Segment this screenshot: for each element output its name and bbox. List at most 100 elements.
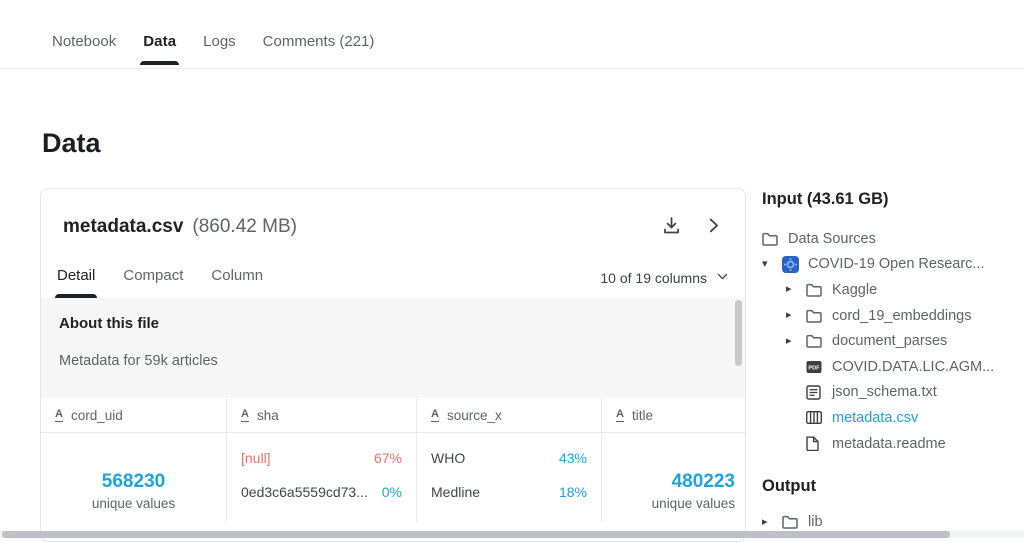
- tree-item-metadata-csv[interactable]: metadata.csv: [762, 405, 1024, 431]
- column-header-label: source_x: [446, 407, 502, 423]
- value-percent: 43%: [558, 450, 587, 466]
- value-frequency-row: WHO 43%: [431, 450, 587, 466]
- value-percent: 0%: [381, 484, 402, 500]
- chevron-down-icon: [716, 270, 729, 286]
- data-explorer-sidebar: Input (43.61 GB) Data Sources COVID-19 O…: [762, 190, 1024, 535]
- value-percent: 18%: [558, 484, 587, 500]
- value-frequency-row: [null] 67%: [241, 450, 402, 466]
- cell-sha-summary: [null] 67% 0ed3c6a5559cd73... 0%: [226, 433, 416, 522]
- top-nav-tabs: Notebook Data Logs Comments (221): [0, 0, 1024, 65]
- tree-item-cord-19-embeddings[interactable]: cord_19_embeddings: [762, 303, 1024, 329]
- unique-caption: unique values: [651, 496, 735, 511]
- about-this-file-section: About this file Metadata for 59k article…: [41, 298, 745, 398]
- tree-item-data-sources[interactable]: Data Sources: [762, 226, 1024, 252]
- column-header-label: cord_uid: [70, 407, 123, 423]
- string-type-icon: A: [616, 407, 624, 422]
- input-header: Input (43.61 GB): [762, 190, 889, 208]
- output-file-tree: lib: [762, 509, 1024, 535]
- tree-item-label: metadata.csv: [832, 409, 919, 426]
- tree-item-label: COVID-19 Open Researc...: [808, 256, 985, 273]
- horizontal-scrollbar-track: [0, 531, 1024, 538]
- tree-item-label: json_schema.txt: [832, 384, 937, 401]
- tree-item-label: metadata.readme: [832, 435, 946, 452]
- tree-item-label: Kaggle: [832, 281, 878, 298]
- value-name: Medline: [431, 484, 481, 500]
- text-file-icon: [806, 385, 825, 400]
- tree-item-covid-data-lic-agmt[interactable]: PDF COVID.DATA.LIC.AGM...: [762, 354, 1024, 380]
- file-icon: [806, 436, 825, 452]
- column-header-cord-uid[interactable]: A cord_uid: [41, 398, 226, 432]
- tab-comments[interactable]: Comments (221): [262, 33, 375, 50]
- tree-item-label: Data Sources: [788, 230, 876, 247]
- csv-table-icon: [806, 411, 825, 425]
- file-size: (860.42 MB): [192, 216, 297, 237]
- column-header-source-x[interactable]: A source_x: [416, 398, 601, 432]
- output-header: Output: [762, 477, 817, 496]
- vertical-scrollbar[interactable]: [735, 300, 742, 366]
- folder-icon: [762, 232, 781, 246]
- folder-icon: [806, 334, 825, 348]
- unique-count: 568230: [101, 471, 166, 492]
- input-file-tree: Data Sources COVID-19 Open Researc... Ka…: [762, 226, 1024, 456]
- tab-logs[interactable]: Logs: [203, 33, 236, 50]
- chevron-right-icon[interactable]: [786, 284, 806, 295]
- column-header-label: title: [631, 407, 653, 423]
- tree-item-kaggle[interactable]: Kaggle: [762, 277, 1024, 303]
- columns-selector-dropdown[interactable]: 10 of 19 columns: [600, 270, 729, 298]
- table-header-row: A cord_uid A sha A source_x A title: [41, 398, 745, 433]
- tab-column[interactable]: Column: [211, 267, 264, 284]
- expand-file-button[interactable]: [704, 216, 723, 238]
- tree-item-metadata-readme[interactable]: metadata.readme: [762, 431, 1024, 457]
- cell-source-x-summary: WHO 43% Medline 18%: [416, 433, 601, 522]
- value-name: WHO: [431, 450, 466, 466]
- column-header-title[interactable]: A title: [601, 398, 745, 432]
- columns-selector-label: 10 of 19 columns: [600, 270, 707, 286]
- file-preview-panel: metadata.csv (860.42 MB) Detail Compa: [40, 188, 746, 542]
- cell-title-summary: 480223 unique values: [601, 433, 745, 522]
- tree-item-document-parses[interactable]: document_parses: [762, 328, 1024, 354]
- tree-item-label: COVID.DATA.LIC.AGM...: [832, 358, 995, 375]
- download-button[interactable]: [661, 215, 682, 239]
- value-percent: 67%: [373, 450, 402, 466]
- folder-icon: [806, 283, 825, 297]
- tree-item-label: document_parses: [832, 333, 948, 350]
- unique-caption: unique values: [91, 496, 176, 511]
- tab-detail[interactable]: Detail: [54, 267, 98, 298]
- tree-item-lib[interactable]: lib: [762, 509, 1024, 535]
- file-panel-header: metadata.csv (860.42 MB): [41, 189, 745, 239]
- string-type-icon: A: [241, 407, 249, 422]
- tab-data[interactable]: Data: [140, 33, 180, 65]
- top-nav: Notebook Data Logs Comments (221): [0, 0, 1024, 69]
- chevron-right-icon: [704, 216, 723, 238]
- pdf-file-icon: PDF: [806, 360, 825, 374]
- tree-item-json-schema-txt[interactable]: json_schema.txt: [762, 380, 1024, 406]
- string-type-icon: A: [431, 407, 439, 422]
- about-description: Metadata for 59k articles: [59, 353, 218, 369]
- folder-icon: [782, 515, 801, 529]
- download-icon: [661, 215, 682, 239]
- value-frequency-row: 0ed3c6a5559cd73... 0%: [241, 484, 402, 500]
- unique-count: 480223: [671, 471, 735, 492]
- tab-compact[interactable]: Compact: [123, 267, 184, 284]
- table-body-row: 568230 unique values [null] 67% 0ed3c6a5…: [41, 433, 745, 522]
- chevron-down-icon[interactable]: [762, 259, 782, 270]
- column-header-sha[interactable]: A sha: [226, 398, 416, 432]
- tree-item-label: lib: [808, 514, 823, 531]
- chevron-right-icon[interactable]: [762, 517, 782, 528]
- about-title: About this file: [59, 315, 159, 332]
- horizontal-scrollbar-thumb[interactable]: [2, 531, 950, 538]
- chevron-right-icon[interactable]: [786, 310, 806, 321]
- value-frequency-row: Medline 18%: [431, 484, 587, 500]
- tree-item-label: cord_19_embeddings: [832, 307, 972, 324]
- tab-notebook[interactable]: Notebook: [52, 33, 117, 50]
- file-name: metadata.csv: [63, 216, 184, 237]
- svg-text:PDF: PDF: [808, 365, 820, 371]
- value-name: 0ed3c6a5559cd73...: [241, 484, 368, 500]
- chevron-right-icon[interactable]: [786, 336, 806, 347]
- tree-item-covid19-dataset[interactable]: COVID-19 Open Researc...: [762, 252, 1024, 278]
- value-name: [null]: [241, 450, 271, 466]
- cell-cord-uid-summary: 568230 unique values: [41, 433, 226, 522]
- folder-icon: [806, 309, 825, 323]
- dataset-icon: [782, 255, 801, 273]
- page-title: Data: [42, 128, 101, 159]
